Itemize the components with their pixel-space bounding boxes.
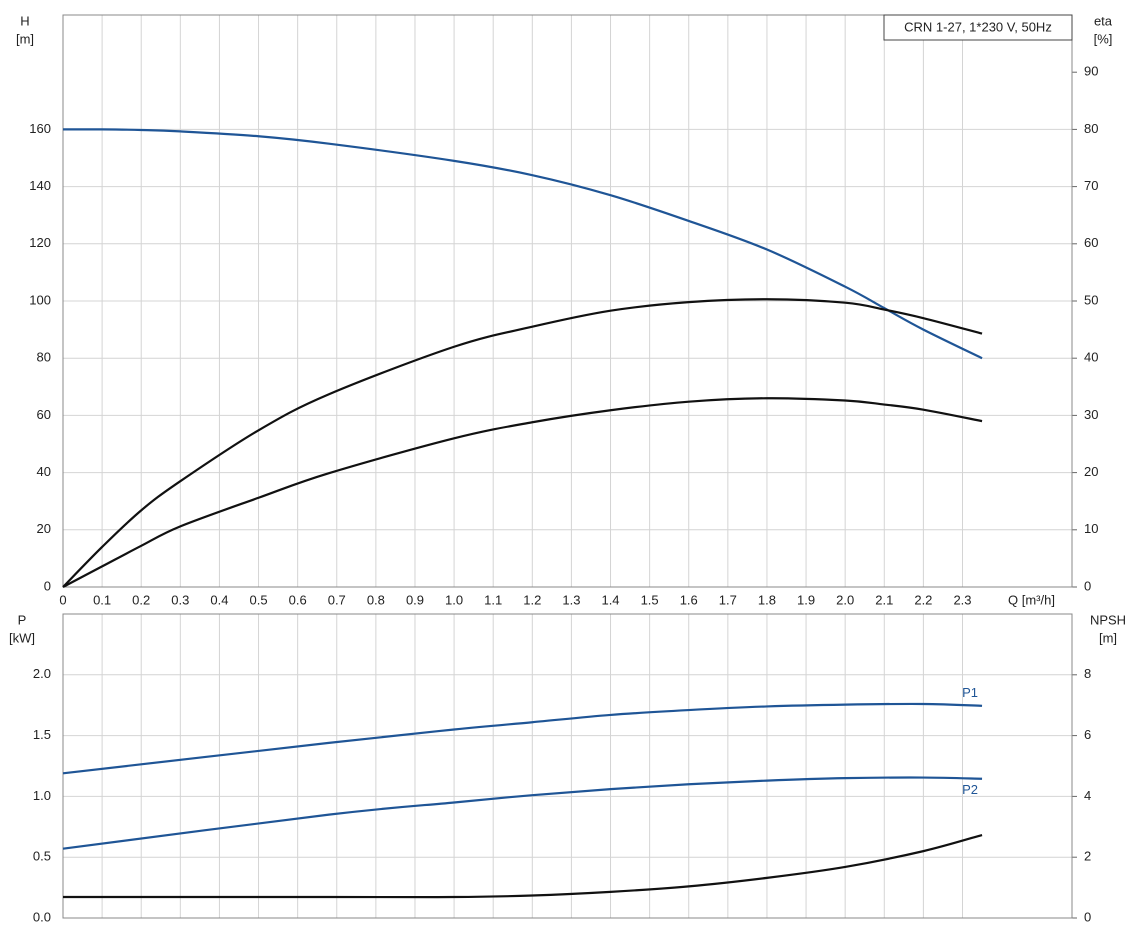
y-tick-label: 80 [37,350,51,365]
y2-tick-label: 70 [1084,178,1098,193]
x-tick-label: 0.4 [210,592,228,607]
x-tick-label: 1.4 [601,592,619,607]
x-tick-label: 0.9 [406,592,424,607]
line [62,397,983,588]
x-tick-label: 1.2 [523,592,541,607]
y-tick-label: 40 [37,464,51,479]
y-tick-label: 120 [29,235,51,250]
x-tick-label: 1.9 [797,592,815,607]
y2-tick-label: 10 [1084,521,1098,536]
y2-unit: [m] [1099,630,1117,645]
plot-frame [62,14,1073,588]
x-tick-label: 1.8 [758,592,776,607]
y2-tick-label: 80 [1084,121,1098,136]
x-tick-label: 0.1 [93,592,111,607]
y2-tick-label: 4 [1084,788,1091,803]
y-tick-label: 1.5 [33,727,51,742]
y2-tick-label: 0 [1084,578,1091,593]
x-tick-label: 1.3 [562,592,580,607]
y2-tick-label: 40 [1084,350,1098,365]
x-tick-label: 1.1 [484,592,502,607]
y2-unit: [%] [1094,31,1113,46]
line [62,833,983,899]
plot-frame [62,613,1073,919]
x-tick-label: 1.0 [445,592,463,607]
x-tick-label: 0.5 [250,592,268,607]
series-label: P1 [962,685,978,700]
y2-tick-label: 0 [1084,909,1091,924]
chart-title: CRN 1-27, 1*230 V, 50Hz [904,19,1052,34]
line [62,776,983,850]
y2-tick-label: 6 [1084,727,1091,742]
x-tick-label: 2.1 [875,592,893,607]
y2-tick-label: 60 [1084,235,1098,250]
y-tick-label: 2.0 [33,666,51,681]
y2-tick-label: 2 [1084,849,1091,864]
y-tick-label: 60 [37,407,51,422]
y-tick-label: 140 [29,178,51,193]
y2-label: eta [1094,13,1113,28]
line [62,128,983,360]
line [62,702,983,775]
x-tick-label: 1.7 [719,592,737,607]
series-label: P2 [962,782,978,797]
y-tick-label: 0.0 [33,909,51,924]
y-unit: [m] [16,31,34,46]
x-label: Q [m³/h] [1008,592,1055,607]
x-tick-label: 1.5 [641,592,659,607]
y-tick-label: 160 [29,121,51,136]
y-unit: [kW] [9,630,35,645]
y-tick-label: 20 [37,521,51,536]
line [62,298,983,588]
x-tick-label: 2.0 [836,592,854,607]
y2-tick-label: 50 [1084,292,1098,307]
y2-tick-label: 30 [1084,407,1098,422]
legend-box [883,14,1073,41]
y2-tick-label: 20 [1084,464,1098,479]
x-tick-label: 0.8 [367,592,385,607]
y2-tick-label: 8 [1084,666,1091,681]
y-tick-label: 0 [44,578,51,593]
x-tick-label: 0 [59,592,66,607]
x-tick-label: 0.2 [132,592,150,607]
x-tick-label: 2.3 [953,592,971,607]
x-tick-label: 1.6 [680,592,698,607]
y2-tick-label: 90 [1084,64,1098,79]
x-tick-label: 0.6 [289,592,307,607]
x-tick-label: 0.7 [328,592,346,607]
y-label: P [18,612,27,627]
y-tick-label: 0.5 [33,849,51,864]
x-tick-label: 2.2 [914,592,932,607]
y-label: H [20,13,29,28]
x-tick-label: 0.3 [171,592,189,607]
y-tick-label: 100 [29,292,51,307]
y-tick-label: 1.0 [33,788,51,803]
y2-label: NPSH [1090,612,1126,627]
